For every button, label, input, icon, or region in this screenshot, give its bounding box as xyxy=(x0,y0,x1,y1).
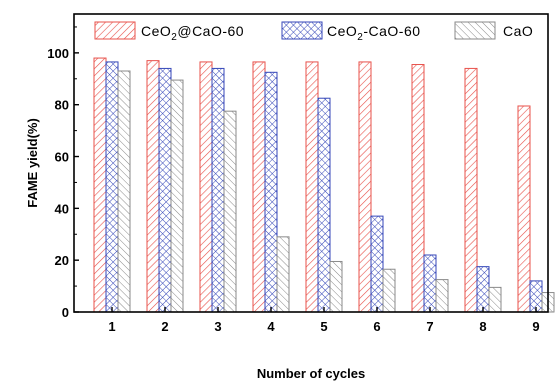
x-tick-label: 3 xyxy=(214,319,221,334)
bar-diagonal-cycle-6 xyxy=(358,61,372,313)
x-tick-label: 4 xyxy=(267,319,275,334)
legend-swatch xyxy=(281,21,323,40)
bar-diagonal-cycle-2 xyxy=(146,60,160,313)
bar-diagonal-cycle-8 xyxy=(464,67,478,313)
x-tick-label: 2 xyxy=(161,319,168,334)
bar-backdiagonal-cycle-6 xyxy=(382,268,396,313)
bar-diagonal-cycle-7 xyxy=(411,64,425,313)
x-axis-title: Number of cycles xyxy=(257,366,365,381)
bar-backdiagonal-cycle-7 xyxy=(435,279,449,313)
legend: CeO2@CaO-60 CeO2-CaO-60 CaO xyxy=(94,21,533,43)
bar-backdiagonal-cycle-3 xyxy=(223,110,237,313)
legend-label: CeO2@CaO-60 xyxy=(141,23,244,43)
y-tick-label: 60 xyxy=(55,150,69,165)
bar-crosshatch-cycle-6 xyxy=(370,215,384,313)
bar-crosshatch-cycle-8 xyxy=(476,266,490,313)
legend-swatch xyxy=(454,21,496,40)
x-tick-label: 7 xyxy=(426,319,433,334)
y-tick-label: 20 xyxy=(55,253,69,268)
bar-crosshatch-cycle-1 xyxy=(105,61,119,313)
legend-label: CaO xyxy=(503,23,533,39)
y-tick-label: 80 xyxy=(55,98,69,113)
x-tick-label: 9 xyxy=(532,319,539,334)
x-tick-label: 5 xyxy=(320,319,327,334)
legend-swatch xyxy=(94,21,136,40)
plot-frame xyxy=(73,13,549,313)
bar-crosshatch-cycle-7 xyxy=(423,254,437,313)
bar-diagonal-cycle-9 xyxy=(517,105,531,313)
bars-layer xyxy=(93,57,555,313)
bar-crosshatch-cycle-3 xyxy=(211,67,225,313)
bar-backdiagonal-cycle-5 xyxy=(329,260,343,313)
x-tick-label: 8 xyxy=(479,319,486,334)
bar-backdiagonal-cycle-1 xyxy=(117,70,131,313)
bar-crosshatch-cycle-4 xyxy=(264,71,278,313)
y-axis: 0 20 40 60 80 100 xyxy=(47,26,79,320)
y-tick-label: 100 xyxy=(47,46,69,61)
y-axis-title: FAME yield(%) xyxy=(25,118,40,208)
bar-crosshatch-cycle-5 xyxy=(317,97,331,313)
bar-backdiagonal-cycle-8 xyxy=(488,286,502,313)
bar-backdiagonal-cycle-2 xyxy=(170,79,184,313)
bar-diagonal-cycle-4 xyxy=(252,61,266,313)
bar-diagonal-cycle-1 xyxy=(93,57,107,313)
bar-diagonal-cycle-3 xyxy=(199,61,213,313)
y-tick-label: 0 xyxy=(62,305,69,320)
legend-label: CeO2-CaO-60 xyxy=(327,23,421,43)
x-tick-label: 1 xyxy=(108,319,115,334)
x-axis: 1 2 3 4 5 6 7 8 9 xyxy=(108,307,540,334)
bar-diagonal-cycle-5 xyxy=(305,61,319,313)
bar-backdiagonal-cycle-4 xyxy=(276,236,290,313)
bar-crosshatch-cycle-2 xyxy=(158,67,172,313)
x-tick-label: 6 xyxy=(373,319,380,334)
y-tick-label: 40 xyxy=(55,201,69,216)
